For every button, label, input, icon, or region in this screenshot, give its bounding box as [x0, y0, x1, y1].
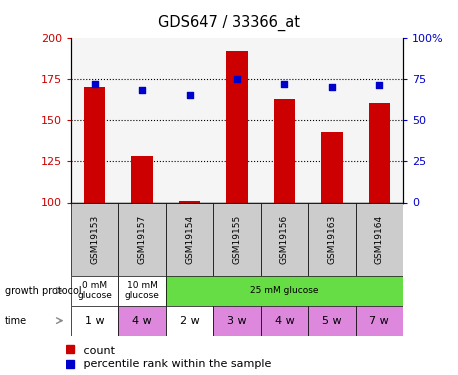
Text: GSM19164: GSM19164 [375, 214, 384, 264]
Point [138, 87, 146, 93]
Text: percentile rank within the sample: percentile rank within the sample [80, 359, 272, 369]
Text: 5 w: 5 w [322, 316, 342, 326]
Bar [308, 202, 355, 276]
Bar [166, 276, 403, 306]
Point [91, 81, 98, 87]
Bar [71, 202, 119, 276]
Bar [179, 201, 200, 202]
Point [328, 84, 336, 90]
Text: growth protocol: growth protocol [5, 286, 81, 296]
Point [376, 82, 383, 88]
Text: time: time [5, 316, 27, 326]
Bar [261, 202, 308, 276]
Bar [355, 202, 403, 276]
Bar [226, 51, 248, 202]
Bar [119, 202, 166, 276]
Bar [261, 306, 308, 336]
Bar [213, 202, 261, 276]
Point [281, 81, 288, 87]
Bar [308, 306, 355, 336]
Bar [166, 306, 213, 336]
Text: GSM19154: GSM19154 [185, 214, 194, 264]
Text: 7 w: 7 w [370, 316, 389, 326]
Text: GSM19155: GSM19155 [233, 214, 241, 264]
Text: GDS647 / 33366_at: GDS647 / 33366_at [158, 15, 300, 31]
Bar [71, 276, 119, 306]
Text: GSM19153: GSM19153 [90, 214, 99, 264]
Bar [71, 306, 119, 336]
Bar [213, 306, 261, 336]
Text: 10 mM
glucose: 10 mM glucose [125, 281, 159, 300]
Text: 25 mM glucose: 25 mM glucose [250, 286, 319, 295]
Bar [355, 306, 403, 336]
Point [186, 92, 193, 98]
Point [233, 76, 240, 82]
Bar [274, 99, 295, 202]
Text: GSM19156: GSM19156 [280, 214, 289, 264]
Bar [321, 132, 343, 203]
Text: 0 mM
glucose: 0 mM glucose [77, 281, 112, 300]
Bar [131, 156, 153, 203]
Text: GSM19163: GSM19163 [327, 214, 336, 264]
Bar [369, 104, 390, 202]
Text: 3 w: 3 w [227, 316, 247, 326]
Bar [119, 276, 166, 306]
Bar [119, 306, 166, 336]
Text: 1 w: 1 w [85, 316, 104, 326]
Bar [166, 202, 213, 276]
Text: 4 w: 4 w [132, 316, 152, 326]
Text: 4 w: 4 w [275, 316, 294, 326]
Bar [84, 87, 105, 202]
Text: 2 w: 2 w [180, 316, 199, 326]
Text: count: count [80, 346, 115, 355]
Text: GSM19157: GSM19157 [138, 214, 147, 264]
